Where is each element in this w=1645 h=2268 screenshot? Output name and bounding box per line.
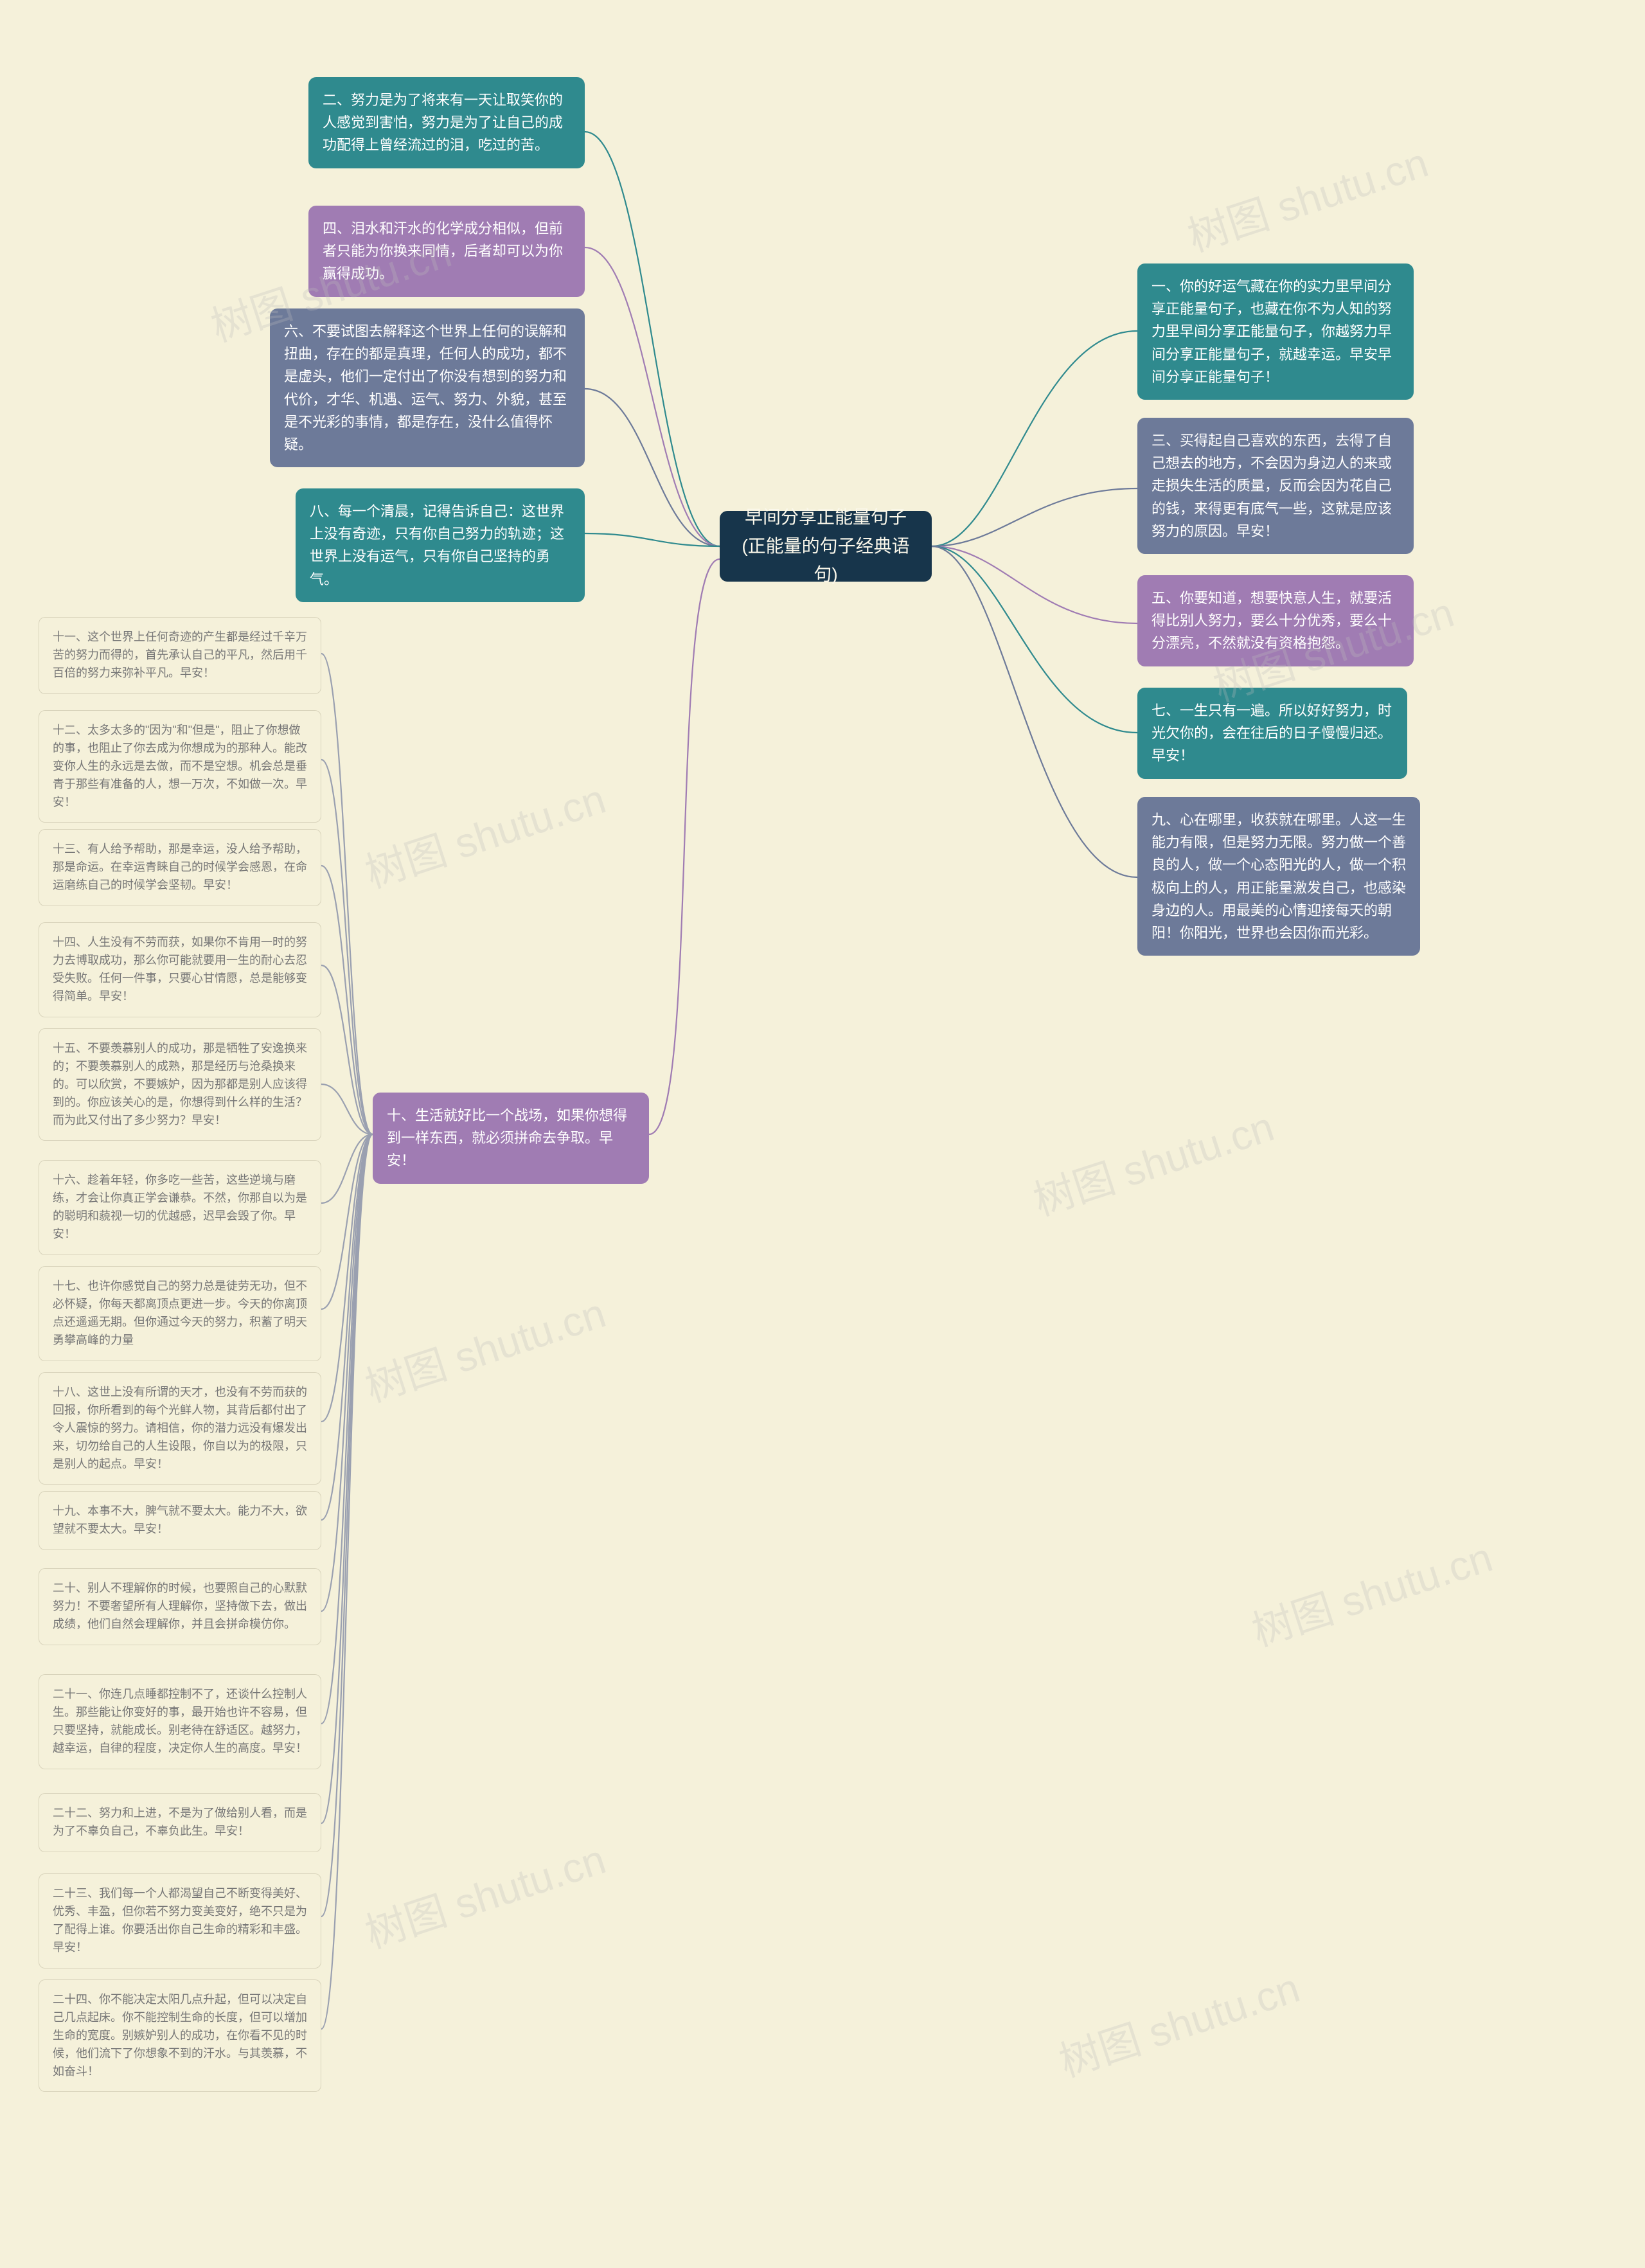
center-label: 早间分享正能量句子(正能量的句子经典语句): [734, 503, 918, 589]
leaf-23[interactable]: 二十三、我们每一个人都渴望自己不断变得美好、优秀、丰盈，但你若不努力变美变好，绝…: [39, 1873, 321, 1969]
branch-l8[interactable]: 八、每一个清晨，记得告诉自己：这世界上没有奇迹，只有你自己努力的轨迹；这世界上没…: [296, 488, 585, 602]
center-topic[interactable]: 早间分享正能量句子(正能量的句子经典语句): [720, 511, 932, 582]
leaf-text: 十五、不要羡慕别人的成功，那是牺牲了安逸换来的；不要羡慕别人的成熟，那是经历与沧…: [53, 1042, 307, 1127]
leaf-text: 十六、趁着年轻，你多吃一些苦，这些逆境与磨练，才会让你真正学会谦恭。不然，你那自…: [53, 1174, 307, 1240]
leaf-text: 二十四、你不能决定太阳几点升起，但可以决定自己几点起床。你不能控制生命的长度，但…: [53, 1993, 307, 2078]
branch-text: 九、心在哪里，收获就在哪里。人这一生能力有限，但是努力无限。努力做一个善良的人，…: [1152, 812, 1406, 941]
leaf-text: 十一、这个世界上任何奇迹的产生都是经过千辛万苦的努力而得的，首先承认自己的平凡，…: [53, 630, 307, 679]
branch-r9[interactable]: 九、心在哪里，收获就在哪里。人这一生能力有限，但是努力无限。努力做一个善良的人，…: [1137, 797, 1420, 956]
watermark: 树图 shutu.cn: [1243, 1524, 1498, 1657]
branch-text: 五、你要知道，想要快意人生，就要活得比别人努力，要么十分优秀，要么十分漂亮，不然…: [1152, 590, 1392, 651]
leaf-text: 二十一、你连几点睡都控制不了，还谈什么控制人生。那些能让你变好的事，最开始也许不…: [53, 1688, 307, 1755]
branch-l4[interactable]: 四、泪水和汗水的化学成分相似，但前者只能为你换来同情，后者却可以为你赢得成功。: [308, 206, 585, 297]
leaf-11[interactable]: 十一、这个世界上任何奇迹的产生都是经过千辛万苦的努力而得的，首先承认自己的平凡，…: [39, 617, 321, 694]
branch-text: 四、泪水和汗水的化学成分相似，但前者只能为你换来同情，后者却可以为你赢得成功。: [323, 220, 563, 281]
leaf-20[interactable]: 二十、别人不理解你的时候，也要照自己的心默默努力！不要奢望所有人理解你，坚持做下…: [39, 1568, 321, 1645]
branch-l6[interactable]: 六、不要试图去解释这个世界上任何的误解和扭曲，存在的都是真理，任何人的成功，都不…: [270, 308, 585, 467]
leaf-text: 十二、太多太多的"因为"和"但是"，阻止了你想做的事，也阻止了你去成为你想成为的…: [53, 724, 307, 808]
watermark: 树图 shutu.cn: [357, 766, 612, 899]
leaf-21[interactable]: 二十一、你连几点睡都控制不了，还谈什么控制人生。那些能让你变好的事，最开始也许不…: [39, 1674, 321, 1769]
leaf-19[interactable]: 十九、本事不大，脾气就不要太大。能力不大，欲望就不要太大。早安！: [39, 1491, 321, 1550]
leaf-14[interactable]: 十四、人生没有不劳而获，如果你不肯用一时的努力去博取成功，那么你可能就要用一生的…: [39, 922, 321, 1017]
leaf-text: 十八、这世上没有所谓的天才，也没有不劳而获的回报，你所看到的每个光鲜人物，其背后…: [53, 1386, 307, 1470]
branch-text: 三、买得起自己喜欢的东西，去得了自己想去的地方，不会因为身边人的来或走损失生活的…: [1152, 433, 1392, 539]
branch-text: 十、生活就好比一个战场，如果你想得到一样东西，就必须拼命去争取。早安！: [387, 1107, 627, 1168]
leaf-text: 二十三、我们每一个人都渴望自己不断变得美好、优秀、丰盈，但你若不努力变美变好，绝…: [53, 1887, 307, 1954]
branch-text: 六、不要试图去解释这个世界上任何的误解和扭曲，存在的都是真理，任何人的成功，都不…: [284, 323, 567, 452]
leaf-13[interactable]: 十三、有人给予帮助，那是幸运，没人给予帮助，那是命运。在幸运青睐自己的时候学会感…: [39, 829, 321, 906]
leaf-text: 十三、有人给予帮助，那是幸运，没人给予帮助，那是命运。在幸运青睐自己的时候学会感…: [53, 843, 307, 891]
branch-r3[interactable]: 三、买得起自己喜欢的东西，去得了自己想去的地方，不会因为身边人的来或走损失生活的…: [1137, 418, 1414, 554]
branch-r5[interactable]: 五、你要知道，想要快意人生，就要活得比别人努力，要么十分优秀，要么十分漂亮，不然…: [1137, 575, 1414, 666]
leaf-18[interactable]: 十八、这世上没有所谓的天才，也没有不劳而获的回报，你所看到的每个光鲜人物，其背后…: [39, 1372, 321, 1485]
branch-l10[interactable]: 十、生活就好比一个战场，如果你想得到一样东西，就必须拼命去争取。早安！: [373, 1093, 649, 1184]
watermark: 树图 shutu.cn: [1051, 1955, 1306, 2088]
leaf-16[interactable]: 十六、趁着年轻，你多吃一些苦，这些逆境与磨练，才会让你真正学会谦恭。不然，你那自…: [39, 1160, 321, 1255]
branch-r1[interactable]: 一、你的好运气藏在你的实力里早间分享正能量句子，也藏在你不为人知的努力里早间分享…: [1137, 263, 1414, 400]
branch-text: 二、努力是为了将来有一天让取笑你的人感觉到害怕，努力是为了让自己的成功配得上曾经…: [323, 92, 563, 153]
leaf-text: 二十、别人不理解你的时候，也要照自己的心默默努力！不要奢望所有人理解你，坚持做下…: [53, 1582, 307, 1630]
leaf-12[interactable]: 十二、太多太多的"因为"和"但是"，阻止了你想做的事，也阻止了你去成为你想成为的…: [39, 710, 321, 823]
leaf-24[interactable]: 二十四、你不能决定太阳几点升起，但可以决定自己几点起床。你不能控制生命的长度，但…: [39, 1979, 321, 2092]
branch-text: 一、你的好运气藏在你的实力里早间分享正能量句子，也藏在你不为人知的努力里早间分享…: [1152, 278, 1392, 385]
branch-text: 七、一生只有一遍。所以好好努力，时光欠你的，会在往后的日子慢慢归还。早安！: [1152, 702, 1392, 763]
branch-l2[interactable]: 二、努力是为了将来有一天让取笑你的人感觉到害怕，努力是为了让自己的成功配得上曾经…: [308, 77, 585, 168]
branch-r7[interactable]: 七、一生只有一遍。所以好好努力，时光欠你的，会在往后的日子慢慢归还。早安！: [1137, 688, 1407, 779]
watermark: 树图 shutu.cn: [357, 1280, 612, 1413]
leaf-15[interactable]: 十五、不要羡慕别人的成功，那是牺牲了安逸换来的；不要羡慕别人的成熟，那是经历与沧…: [39, 1028, 321, 1141]
watermark: 树图 shutu.cn: [1179, 130, 1434, 263]
leaf-22[interactable]: 二十二、努力和上进，不是为了做给别人看，而是为了不辜负自己，不辜负此生。早安！: [39, 1793, 321, 1852]
leaf-text: 二十二、努力和上进，不是为了做给别人看，而是为了不辜负自己，不辜负此生。早安！: [53, 1807, 307, 1837]
leaf-text: 十四、人生没有不劳而获，如果你不肯用一时的努力去博取成功，那么你可能就要用一生的…: [53, 936, 307, 1003]
leaf-text: 十九、本事不大，脾气就不要太大。能力不大，欲望就不要太大。早安！: [53, 1505, 307, 1535]
leaf-17[interactable]: 十七、也许你感觉自己的努力总是徒劳无功，但不必怀疑，你每天都离顶点更进一步。今天…: [39, 1266, 321, 1361]
mindmap-canvas: 早间分享正能量句子(正能量的句子经典语句) 一、你的好运气藏在你的实力里早间分享…: [0, 0, 1645, 2268]
watermark: 树图 shutu.cn: [1025, 1094, 1280, 1227]
leaf-text: 十七、也许你感觉自己的努力总是徒劳无功，但不必怀疑，你每天都离顶点更进一步。今天…: [53, 1280, 307, 1346]
watermark: 树图 shutu.cn: [357, 1826, 612, 1960]
branch-text: 八、每一个清晨，记得告诉自己：这世界上没有奇迹，只有你自己努力的轨迹；这世界上没…: [310, 503, 564, 587]
